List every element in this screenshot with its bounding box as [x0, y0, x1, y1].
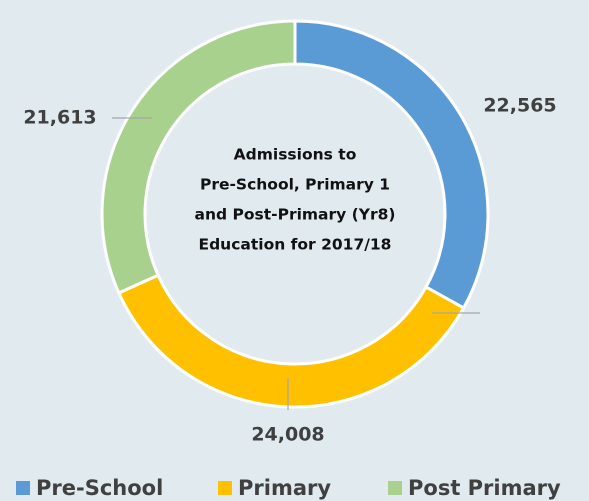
data-label: 22,565 — [483, 95, 556, 117]
chart-title: Admissions to — [234, 146, 357, 164]
data-label: 21,613 — [23, 107, 96, 129]
legend-swatch — [218, 481, 232, 495]
donut-segment — [100, 19, 297, 295]
donut-segment — [116, 273, 466, 409]
data-label: 24,008 — [251, 424, 324, 446]
legend-swatch — [16, 481, 30, 495]
legend-label: Post Primary — [408, 476, 561, 500]
chart-title: Education for 2017/18 — [199, 236, 392, 254]
legend-label: Primary — [238, 476, 331, 500]
chart-title: and Post-Primary (Yr8) — [195, 206, 396, 224]
chart-title: Pre-School, Primary 1 — [200, 176, 390, 194]
legend-swatch — [388, 481, 402, 495]
donut-segment — [293, 19, 490, 311]
legend-label: Pre-School — [36, 476, 163, 500]
